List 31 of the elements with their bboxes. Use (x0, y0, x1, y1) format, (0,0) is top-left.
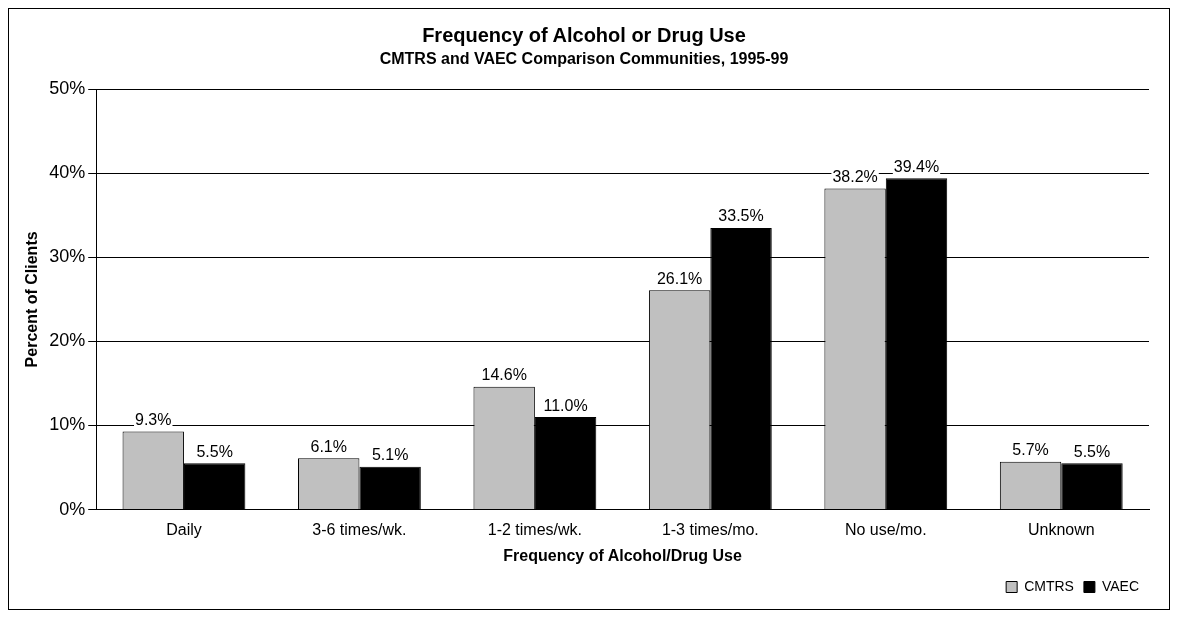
x-tick-label: Unknown (1027, 520, 1095, 538)
x-axis-title: Frequency of Alcohol/Drug Use (503, 546, 742, 564)
data-label: 26.1% (656, 269, 703, 287)
y-axis-title: Percent of Clients (23, 231, 41, 368)
data-label: 11.0% (543, 396, 588, 414)
y-tick-label: 0% (59, 498, 86, 519)
chart-subtitle: CMTRS and VAEC Comparison Communities, 1995-99 (379, 50, 789, 68)
legend-label: VAEC (1101, 577, 1140, 594)
data-label: 39.4% (893, 157, 940, 175)
chart-title: Frequency of Alcohol or Drug Use (422, 23, 746, 46)
data-label: 6.1% (310, 437, 347, 455)
x-tick-label: 3-6 times/wk. (312, 520, 407, 538)
x-tick-label: 1-2 times/wk. (487, 520, 583, 538)
data-label: 9.3% (135, 410, 172, 428)
y-tick-label: 20% (49, 330, 86, 351)
x-tick-label: No use/mo. (844, 520, 927, 538)
data-label: 38.2% (832, 167, 878, 185)
legend-label: CMTRS (1024, 577, 1074, 594)
data-label: 14.6% (481, 366, 527, 384)
y-tick-label: 50% (49, 78, 86, 99)
data-label: 33.5% (718, 207, 764, 225)
data-label: 5.5% (196, 442, 233, 460)
data-label: 5.1% (371, 446, 409, 464)
data-label: 5.5% (1073, 442, 1111, 460)
bar (183, 463, 246, 510)
y-tick-label: 40% (49, 162, 86, 183)
x-tick-label: 1-3 times/mo. (661, 520, 759, 538)
y-tick-label: 30% (49, 246, 86, 267)
x-tick-label: Daily (166, 520, 202, 538)
y-tick-label: 10% (49, 414, 86, 435)
data-label: 5.7% (1012, 441, 1049, 459)
